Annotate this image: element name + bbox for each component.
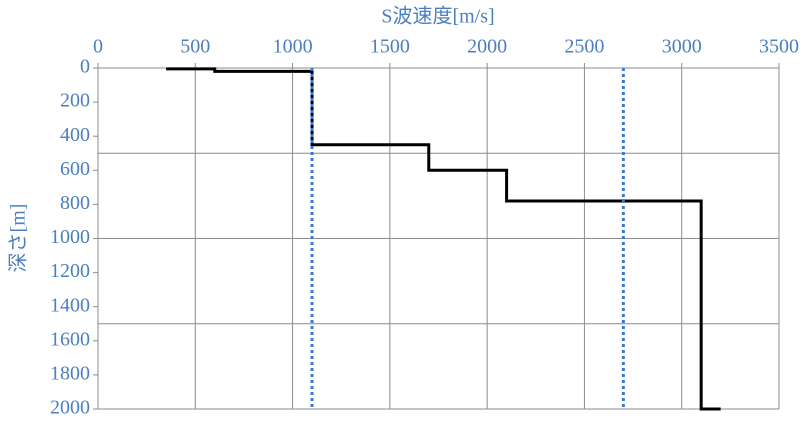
- velocity-profile: [166, 67, 721, 411]
- x-axis-title: S波速度[m/s]: [381, 5, 494, 28]
- y-tick-label: 2000: [50, 397, 90, 419]
- x-tick-label: 2000: [467, 36, 507, 58]
- x-tick-label: 3000: [662, 36, 702, 58]
- y-tick-label: 1000: [50, 226, 90, 248]
- y-tick-label: 200: [60, 90, 90, 112]
- y-tick-label: 1200: [50, 260, 90, 282]
- y-tick-label: 1800: [50, 362, 90, 384]
- y-tick-label: 600: [60, 158, 90, 180]
- x-tick-label: 2500: [564, 36, 604, 58]
- x-tick-label: 3500: [759, 36, 799, 58]
- y-tick-label: 800: [60, 192, 90, 214]
- y-tick-label: 0: [80, 56, 90, 78]
- y-tick-label: 1400: [50, 294, 90, 316]
- y-tick-label: 400: [60, 124, 90, 146]
- x-tick-label: 500: [180, 36, 210, 58]
- x-tick-label: 0: [93, 36, 103, 58]
- x-tick-label: 1000: [273, 36, 313, 58]
- y-tick-label: 1600: [50, 328, 90, 350]
- x-tick-label: 1500: [370, 36, 410, 58]
- y-axis-title: 深さ[m]: [7, 204, 30, 273]
